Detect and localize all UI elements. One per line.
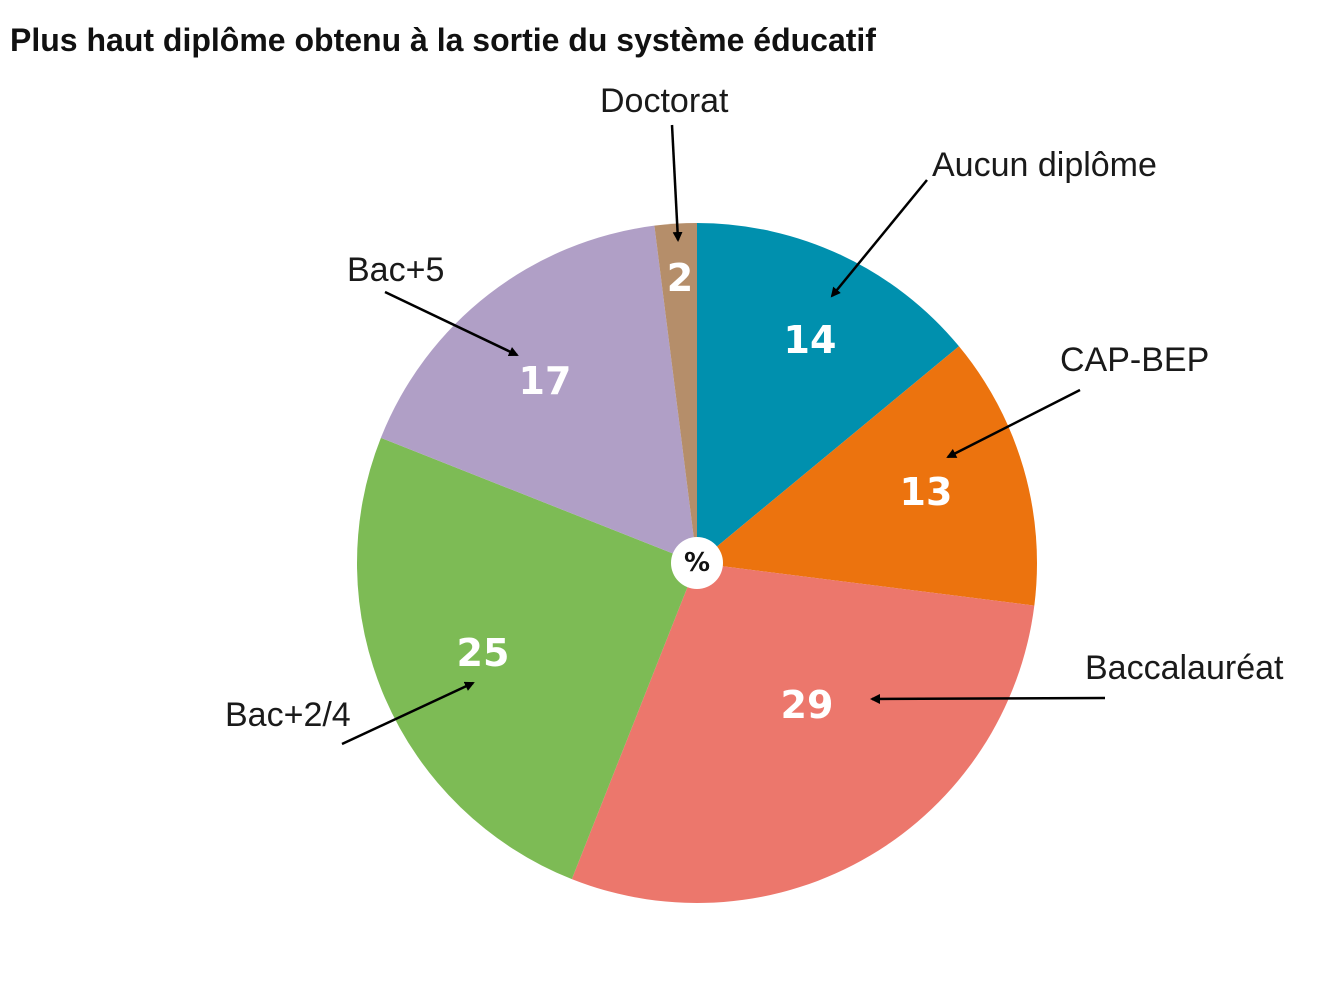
slice-value-cap-bep: 13 xyxy=(900,470,953,514)
category-label-cap-bep: CAP-BEP xyxy=(1060,341,1209,379)
center-percent-label: % xyxy=(684,548,710,578)
pie-slices xyxy=(356,223,1037,904)
slice-value-baccalaureat: 29 xyxy=(781,683,834,727)
pie-slice-baccalaureat xyxy=(571,563,1035,904)
category-label-aucun-diplome: Aucun diplôme xyxy=(932,146,1157,184)
category-label-bac2-4: Bac+2/4 xyxy=(225,696,351,734)
slice-value-doctorat: 2 xyxy=(667,256,693,300)
pie-slice-cap-bep xyxy=(697,346,1037,606)
leader-line-bac2-4 xyxy=(341,681,475,746)
category-label-bac5: Bac+5 xyxy=(347,251,444,289)
leader-line-bac5 xyxy=(384,290,519,357)
leader-line-aucun-diplome xyxy=(830,179,928,298)
center-badge: % xyxy=(671,537,723,589)
center-circle xyxy=(671,537,723,589)
leader-line-cap-bep xyxy=(946,388,1081,459)
pie-slice-bac5 xyxy=(380,225,697,563)
leader-line-baccalaureat xyxy=(870,693,1106,704)
slice-value-bac2-4: 25 xyxy=(457,631,510,675)
slice-value-aucun-diplome: 14 xyxy=(784,318,837,362)
pie-labels: 14 Aucun diplôme 13 CAP-BEP 29 Baccalauréat 25… xyxy=(225,82,1284,734)
leader-line-doctorat xyxy=(670,124,683,242)
chart-title: Plus haut diplôme obtenu à la sortie du … xyxy=(10,22,876,58)
pie-slice-bac2-4 xyxy=(356,437,697,880)
category-label-doctorat: Doctorat xyxy=(600,82,729,120)
pie-slice-doctorat xyxy=(654,223,697,563)
slice-value-bac5: 17 xyxy=(519,359,572,403)
leader-lines xyxy=(341,124,1106,746)
pie-slice-aucun-diplome xyxy=(697,223,959,563)
category-label-baccalaureat: Baccalauréat xyxy=(1085,649,1284,687)
